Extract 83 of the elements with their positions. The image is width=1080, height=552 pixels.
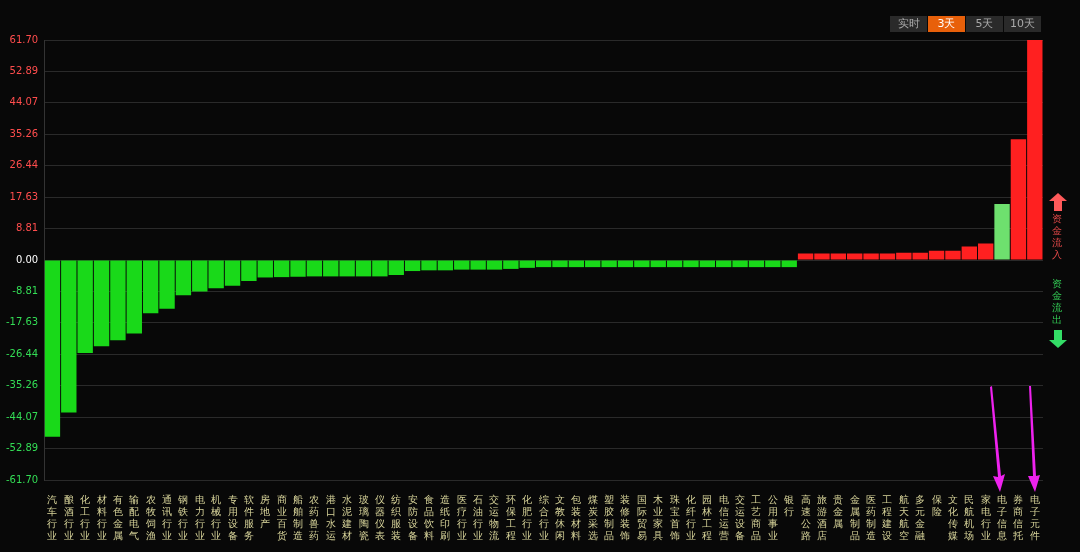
x-tick-label: 汽车行业 (47, 493, 58, 541)
y-tick-label: -17.63 (5, 316, 39, 328)
x-tick-label: 国际贸易 (636, 493, 647, 541)
y-tick-label: -35.26 (5, 379, 39, 391)
x-tick-label: 港口水运 (325, 493, 336, 541)
x-tick-label: 煤炭采选 (587, 493, 598, 541)
x-tick-label: 仪器仪表 (374, 493, 385, 541)
y-tick-label: -61.70 (5, 473, 39, 485)
x-tick-label: 农药兽药 (309, 493, 320, 541)
x-tick-label: 钢铁行业 (177, 493, 189, 541)
x-tick-label: 农牧饲渔 (144, 493, 156, 541)
x-tick-label: 化纤行业 (685, 493, 696, 541)
x-tick-label: 装修装饰 (619, 493, 631, 541)
x-tick-label: 交运设备 (735, 493, 746, 541)
x-tick-label: 工程建设 (881, 493, 893, 541)
x-tick-label: 包装材料 (570, 493, 582, 541)
x-tick-label: 商业百货 (276, 493, 287, 541)
x-tick-label: 玻璃陶瓷 (358, 493, 369, 541)
x-tick-label: 塑胶制品 (604, 493, 615, 541)
x-tick-label: 环保工程 (505, 493, 516, 541)
x-tick-label: 软件服务 (243, 493, 254, 541)
x-tick-label: 电信运营 (718, 493, 729, 541)
bar (994, 204, 1010, 260)
y-tick-label: 0.00 (15, 253, 39, 265)
text: 资金流入 (1052, 213, 1063, 261)
y-tick-label: 8.81 (15, 222, 39, 234)
x-tick-label: 电子信息 (996, 493, 1008, 541)
x-tick-label: 园林工程 (701, 493, 713, 541)
y-tick-label: 17.63 (9, 190, 39, 202)
x-tick-label: 民航机场 (963, 493, 975, 541)
x-tick-label: 金属制品 (849, 493, 860, 541)
x-tick-label: 公用事业 (767, 493, 778, 541)
text: 3天 (928, 16, 965, 32)
text: 资金流出 (1052, 278, 1063, 326)
x-tick-label: 航天航空 (898, 493, 909, 541)
x-tick-label: 船舶制造 (293, 493, 304, 541)
x-tick-label: 化工行业 (80, 493, 91, 541)
x-tick-label: 高速公路 (800, 493, 811, 541)
x-tick-label: 券商信托 (1012, 493, 1024, 541)
y-tick-label: 44.07 (9, 96, 39, 108)
x-tick-label: 木业家具 (653, 493, 664, 541)
y-tick-label: -26.44 (5, 347, 39, 359)
x-tick-label: 综合行业 (538, 493, 549, 541)
y-tick-label: -8.81 (12, 285, 39, 297)
x-tick-label: 多元金融 (915, 493, 926, 541)
x-tick-label: 医疗行业 (456, 493, 467, 541)
x-tick-label: 工艺商品 (751, 493, 762, 541)
y-tick-label: 52.89 (9, 65, 39, 77)
x-tick-label: 输配电气 (129, 493, 140, 541)
x-tick-label: 电子元件 (1029, 493, 1040, 541)
x-tick-label: 机械行业 (211, 493, 222, 541)
y-tick-label: 26.44 (9, 159, 39, 171)
x-tick-label: 酿酒行业 (63, 493, 74, 541)
x-tick-label: 造纸印刷 (440, 493, 451, 541)
x-tick-label: 专用设备 (227, 493, 238, 541)
x-tick-label: 银行 (783, 493, 795, 517)
x-tick-label: 纺织服装 (391, 493, 402, 541)
y-tick-label: 35.26 (9, 127, 39, 139)
x-tick-label: 安防设备 (407, 493, 418, 541)
x-tick-label: 化肥行业 (522, 493, 533, 541)
text: 实时 (890, 16, 927, 32)
y-tick-label: 61.70 (9, 33, 39, 45)
x-tick-label: 水泥建材 (341, 493, 353, 541)
x-tick-label: 保险 (931, 493, 942, 517)
x-tick-label: 医药制造 (866, 493, 877, 541)
x-tick-label: 文化传媒 (947, 493, 958, 541)
text: 10天 (1004, 16, 1041, 32)
y-tick-label: -44.07 (5, 410, 39, 422)
x-tick-label: 交运物流 (489, 493, 500, 541)
x-tick-label: 旅游酒店 (816, 493, 827, 541)
x-tick-label: 材料行业 (95, 493, 107, 541)
x-tick-label: 通讯行业 (162, 493, 173, 541)
x-tick-label: 珠宝首饰 (668, 493, 680, 541)
x-tick-label: 房地产 (259, 493, 271, 529)
x-tick-label: 文教休闲 (554, 493, 565, 541)
x-tick-label: 食品饮料 (423, 493, 435, 541)
x-tick-label: 石油行业 (473, 493, 484, 541)
y-tick-label: -52.89 (5, 442, 39, 454)
text: 5天 (966, 16, 1003, 32)
x-tick-label: 有色金属 (112, 493, 123, 541)
x-tick-label: 家电行业 (980, 493, 991, 541)
x-tick-label: 贵金属 (833, 493, 844, 529)
x-tick-label: 电力行业 (194, 493, 205, 541)
